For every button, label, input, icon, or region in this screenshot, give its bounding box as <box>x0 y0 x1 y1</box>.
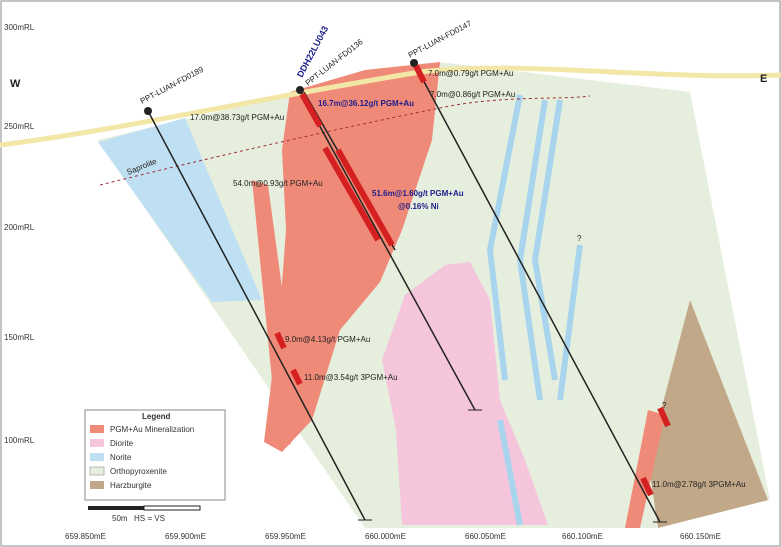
legend-label: Harzburgite <box>110 481 152 490</box>
norite <box>98 118 262 302</box>
mineralization <box>252 180 300 445</box>
legend-label: Orthopyroxenite <box>110 467 167 476</box>
intercept-bars <box>274 64 671 497</box>
easting-label: 659.900mE <box>165 532 206 541</box>
intercept: 11.0m@3.54g/t 3PGM+Au <box>304 373 398 382</box>
intercept: @0.16% Ni <box>398 202 439 211</box>
legend-label: Norite <box>110 453 132 462</box>
legend-title: Legend <box>142 412 171 421</box>
norite-dykes <box>486 94 583 526</box>
easting-label: 659.850mE <box>65 532 106 541</box>
intercept: 9.0m@4.13g/t PGM+Au <box>285 335 370 344</box>
elevation-label: 100mRL <box>4 436 35 445</box>
collars <box>144 59 418 115</box>
elevation-label: 300mRL <box>4 23 35 32</box>
easting-label: 660.050mE <box>465 532 506 541</box>
elevation-label: 250mRL <box>4 122 35 131</box>
annotation: ? <box>577 234 582 243</box>
intercept: 51.6m@1.60g/t PGM+Au <box>372 189 464 198</box>
harzburgite <box>648 300 768 528</box>
intercept: 7.0m@0.79g/t PGM+Au <box>428 69 513 78</box>
intercept: 11.0m@2.78g/t 3PGM+Au <box>652 480 746 489</box>
direction: W <box>10 78 21 90</box>
intercept: 7.0m@0.86g/t PGM+Au <box>430 90 515 99</box>
scale-label: 50m <box>112 514 128 523</box>
intercept: 54.0m@0.93g/t PGM+Au <box>233 179 323 188</box>
mineralization <box>625 410 665 528</box>
direction: E <box>760 73 767 85</box>
legend-label: Diorite <box>110 439 134 448</box>
intercept: 17.0m@38.73g/t PGM+Au <box>190 113 284 122</box>
elevation-label: 200mRL <box>4 223 35 232</box>
easting-label: 659.950mE <box>265 532 306 541</box>
mineralization <box>264 62 440 452</box>
legend: Legend PGM+Au Mineralization Diorite Nor… <box>84 409 226 501</box>
scale-note: HS = VS <box>134 514 165 523</box>
intercept: 16.7m@36.12g/t PGM+Au <box>318 99 414 108</box>
scale-bar: 50m HS = VS <box>88 505 201 523</box>
drill-hole <box>413 62 661 523</box>
drill-hole <box>299 89 476 411</box>
legend-label: PGM+Au Mineralization <box>110 425 194 434</box>
drill-hole <box>147 110 366 521</box>
saprolite-base <box>99 95 591 186</box>
easting-label: 660.150mE <box>680 532 721 541</box>
easting-label: 660.100mE <box>562 532 603 541</box>
easting-label: 660.000mE <box>365 532 406 541</box>
elevation-label: 150mRL <box>4 333 35 342</box>
annotation: ? <box>662 401 667 410</box>
hole-ends <box>358 409 667 523</box>
